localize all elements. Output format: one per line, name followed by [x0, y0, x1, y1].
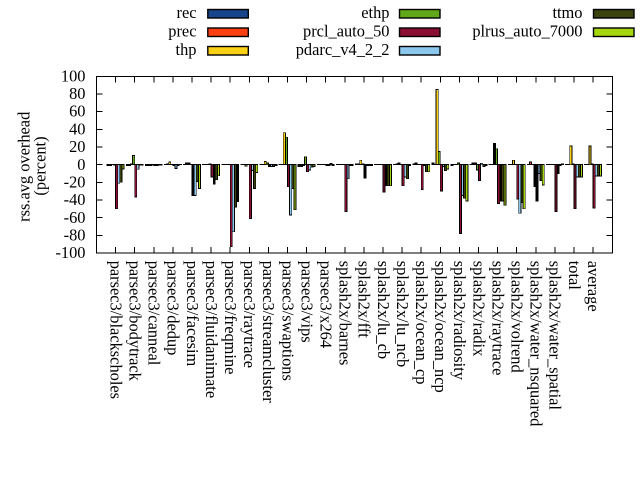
svg-text:-80: -80 [64, 225, 86, 244]
svg-text:prcl_auto_50: prcl_auto_50 [303, 22, 389, 41]
svg-text:20: 20 [69, 137, 85, 156]
svg-text:parsec3/bodytrack: parsec3/bodytrack [125, 261, 144, 382]
svg-text:parsec3/blackscholes: parsec3/blackscholes [106, 261, 125, 399]
svg-text:thp: thp [176, 40, 197, 59]
svg-text:splash2x/water_spatial: splash2x/water_spatial [546, 261, 565, 411]
svg-text:parsec3/fluidanimate: parsec3/fluidanimate [202, 261, 221, 398]
svg-text:100: 100 [61, 66, 86, 85]
svg-text:rec: rec [176, 3, 196, 22]
svg-text:pdarc_v4_2_2: pdarc_v4_2_2 [296, 40, 390, 59]
svg-text:0: 0 [77, 155, 85, 174]
svg-text:splash2x/raytrace: splash2x/raytrace [488, 261, 507, 376]
svg-text:average: average [584, 261, 603, 312]
svg-text:splash2x/lu_ncb: splash2x/lu_ncb [393, 261, 412, 368]
svg-text:prec: prec [168, 22, 196, 41]
svg-text:80: 80 [69, 84, 85, 103]
svg-text:splash2x/lu_cb: splash2x/lu_cb [374, 261, 393, 359]
svg-text:parsec3/canneal: parsec3/canneal [145, 261, 164, 366]
svg-text:splash2x/fft: splash2x/fft [355, 261, 374, 339]
svg-text:parsec3/streamcluster: parsec3/streamcluster [259, 261, 278, 404]
svg-text:ttmo: ttmo [552, 3, 582, 22]
svg-text:-20: -20 [64, 172, 86, 191]
svg-text:-60: -60 [64, 208, 86, 227]
svg-text:parsec3/x264: parsec3/x264 [316, 261, 335, 348]
svg-text:40: 40 [69, 119, 85, 138]
svg-text:splash2x/ocean_cp: splash2x/ocean_cp [412, 261, 431, 385]
svg-text:splash2x/water_nsquared: splash2x/water_nsquared [527, 261, 546, 427]
svg-text:-100: -100 [55, 243, 85, 262]
svg-text:plrus_auto_7000: plrus_auto_7000 [472, 22, 582, 41]
svg-text:60: 60 [69, 102, 85, 121]
svg-text:splash2x/radix: splash2x/radix [469, 261, 488, 357]
svg-text:parsec3/swaptions: parsec3/swaptions [278, 261, 297, 381]
svg-text:parsec3/freqmine: parsec3/freqmine [221, 261, 240, 375]
svg-text:-40: -40 [64, 190, 86, 209]
svg-text:parsec3/vips: parsec3/vips [297, 261, 316, 343]
svg-text:total: total [565, 261, 584, 291]
svg-text:splash2x/ocean_ncp: splash2x/ocean_ncp [431, 261, 450, 393]
svg-text:parsec3/facesim: parsec3/facesim [183, 261, 202, 367]
svg-text:splash2x/radiosity: splash2x/radiosity [450, 261, 469, 381]
svg-text:ethp: ethp [361, 3, 389, 22]
svg-text:splash2x/volrend: splash2x/volrend [507, 261, 526, 373]
svg-text:parsec3/dedup: parsec3/dedup [164, 261, 183, 356]
svg-text:splash2x/barnes: splash2x/barnes [336, 261, 355, 366]
svg-text:(percent): (percent) [31, 136, 50, 195]
svg-text:parsec3/raytrace: parsec3/raytrace [240, 261, 259, 368]
svg-text:rss.avg overhead: rss.avg overhead [15, 112, 34, 222]
